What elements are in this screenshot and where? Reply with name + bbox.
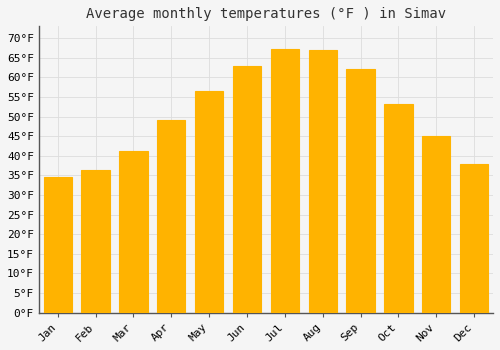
- Bar: [422, 136, 450, 313]
- Title: Average monthly temperatures (°F ) in Simav: Average monthly temperatures (°F ) in Si…: [86, 7, 446, 21]
- Bar: [233, 65, 261, 313]
- Bar: [308, 50, 337, 313]
- Bar: [119, 151, 148, 313]
- Bar: [82, 170, 110, 313]
- Bar: [270, 49, 299, 313]
- Bar: [460, 163, 488, 313]
- Bar: [44, 177, 72, 313]
- Bar: [195, 91, 224, 313]
- Bar: [346, 69, 375, 313]
- Bar: [157, 120, 186, 313]
- Bar: [384, 104, 412, 313]
